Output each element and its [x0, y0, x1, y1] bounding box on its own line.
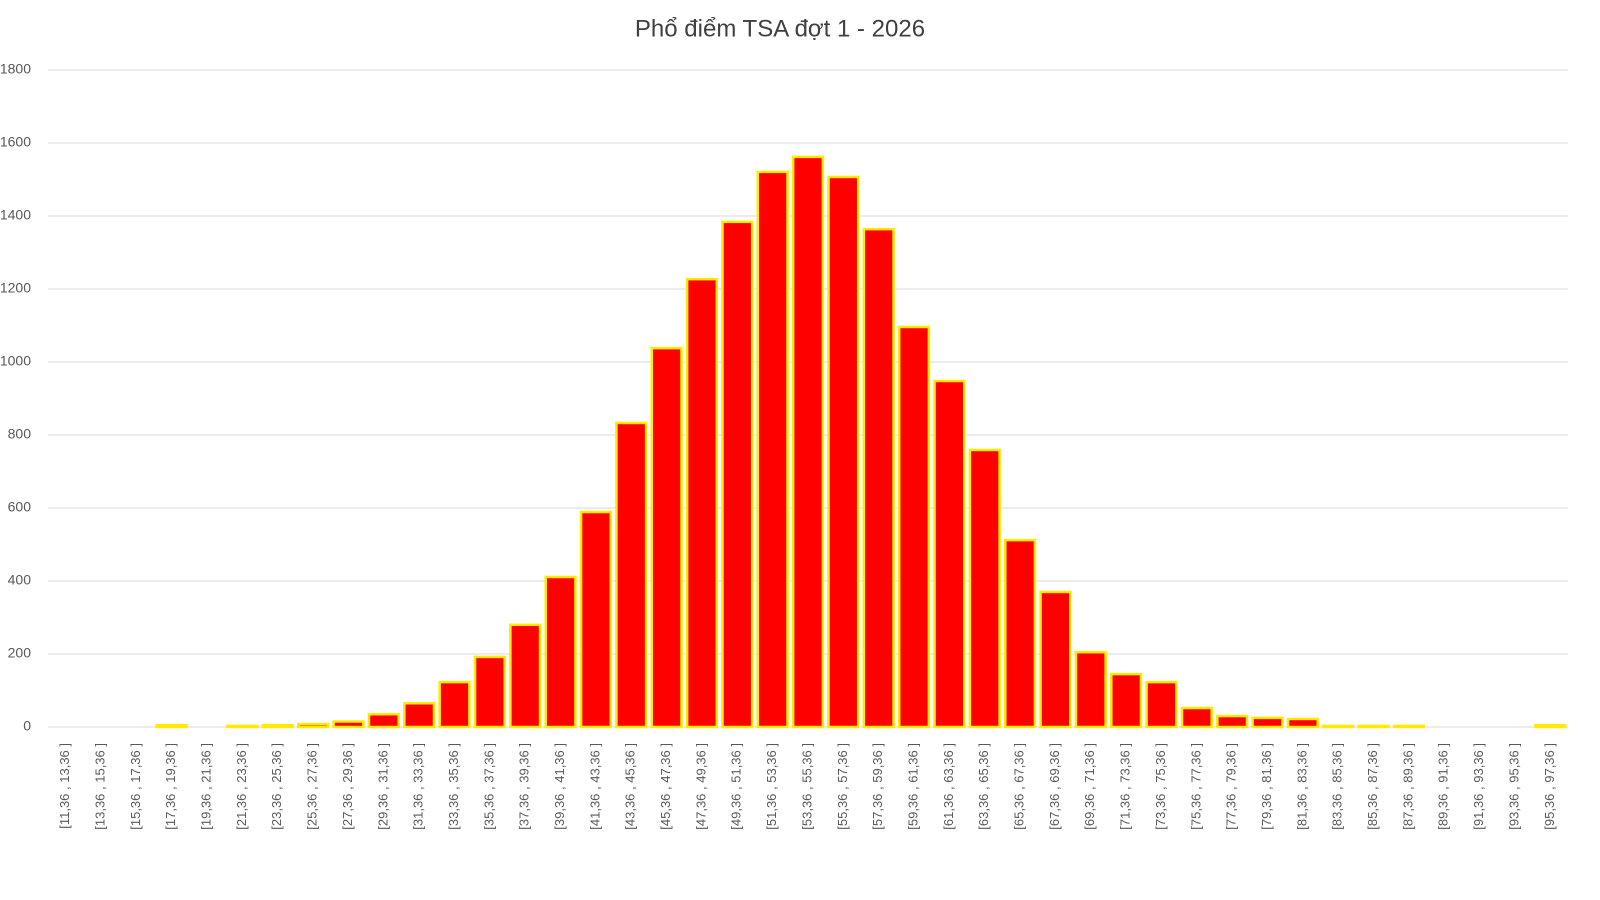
bar [862, 227, 895, 729]
x-tick-label: [33,36 , 35,36 ] [446, 743, 461, 830]
x-tick-label: [37,36 , 39,36 ] [517, 743, 532, 830]
x-tick-label: [35,36 , 37,36 ] [481, 743, 496, 830]
y-tick-label: 0 [23, 718, 31, 734]
x-tick-label: [83,36 , 85,36 ] [1330, 743, 1345, 830]
x-tick-label: [45,36 , 47,36 ] [658, 743, 673, 830]
bar [933, 379, 966, 729]
y-tick-label: 400 [8, 572, 32, 588]
x-tick-label: [73,36 , 75,36 ] [1153, 743, 1168, 830]
x-tick-label: [61,36 , 63,36 ] [941, 743, 956, 830]
x-tick-label: [55,36 , 57,36 ] [835, 743, 850, 830]
x-tick-label: [19,36 , 21,36 ] [199, 743, 214, 830]
bar [827, 175, 860, 729]
bar [1180, 706, 1213, 729]
x-tick-label: [13,36 , 15,36 ] [92, 743, 107, 830]
bar [1110, 672, 1143, 729]
bar [1322, 724, 1355, 729]
bar [438, 680, 471, 729]
x-tick-label: [87,36 , 89,36 ] [1400, 743, 1415, 830]
x-tick-label: [21,36 , 23,36 ] [234, 743, 249, 830]
bar [155, 723, 188, 729]
x-tick-label: [43,36 , 45,36 ] [623, 743, 638, 830]
y-tick-label: 200 [8, 645, 32, 661]
x-tick-label: [95,36 , 97,36 ] [1542, 743, 1557, 830]
x-tick-label: [11,36 , 13,36 ] [57, 743, 72, 829]
x-tick-label: [63,36 , 65,36 ] [976, 743, 991, 830]
y-tick-label: 1000 [0, 353, 31, 369]
x-tick-label: [57,36 , 59,36 ] [870, 743, 885, 830]
x-tick-label: [51,36 , 53,36 ] [764, 743, 779, 830]
x-tick-label: [77,36 , 79,36 ] [1224, 743, 1239, 830]
bar [367, 712, 400, 729]
bar [261, 723, 294, 729]
x-tick-label: [59,36 , 61,36 ] [905, 743, 920, 830]
x-tick-label: [69,36 , 71,36 ] [1082, 743, 1097, 830]
y-tick-label: 1200 [0, 280, 31, 296]
bar [297, 722, 330, 729]
x-tick-label: [31,36 , 33,36 ] [411, 743, 426, 830]
x-tick-label: [15,36 , 17,36 ] [128, 743, 143, 830]
x-tick-label: [81,36 , 83,36 ] [1294, 743, 1309, 830]
bar [1039, 590, 1072, 729]
x-tick-label: [93,36 , 95,36 ] [1506, 743, 1521, 830]
x-tick-label: [65,36 , 67,36 ] [1012, 743, 1027, 830]
bar [1286, 717, 1319, 729]
x-tick-label: [53,36 , 55,36 ] [799, 743, 814, 830]
bar [579, 510, 613, 729]
x-tick-label: [27,36 , 29,36 ] [340, 743, 355, 830]
bar [473, 655, 506, 729]
bar [544, 575, 577, 729]
x-tick-label: [39,36 , 41,36 ] [552, 743, 567, 830]
bar [1357, 724, 1390, 729]
bar [226, 724, 259, 729]
x-tick-label: [25,36 , 27,36 ] [305, 743, 320, 830]
x-tick-label: [41,36 , 43,36 ] [587, 743, 602, 830]
bar [791, 155, 825, 729]
chart-title: Phổ điểm TSA đợt 1 - 2026 [635, 15, 925, 42]
x-tick-label: [29,36 , 31,36 ] [375, 743, 390, 830]
bar [1003, 538, 1037, 729]
y-tick-label: 1800 [0, 61, 31, 77]
x-tick-label: [75,36 , 77,36 ] [1188, 743, 1203, 830]
y-tick-label: 1400 [0, 207, 31, 223]
bar [1145, 680, 1178, 729]
y-tick-label: 600 [8, 499, 32, 515]
x-tick-label: [47,36 , 49,36 ] [693, 743, 708, 830]
x-tick-label: [23,36 , 25,36 ] [269, 743, 284, 830]
bar [897, 325, 931, 729]
bar [1251, 716, 1284, 729]
x-tick-label: [89,36 , 91,36 ] [1436, 743, 1451, 830]
bar [615, 421, 648, 729]
bar [1074, 650, 1107, 729]
bar [685, 277, 719, 729]
x-tick-label: [49,36 , 51,36 ] [729, 743, 744, 830]
bar [332, 720, 365, 729]
bar [509, 623, 542, 729]
bar [1216, 714, 1249, 729]
x-tick-label: [91,36 , 93,36 ] [1471, 743, 1486, 830]
bar [1392, 724, 1426, 729]
bar [721, 220, 754, 729]
bar [756, 170, 789, 729]
bar [1534, 723, 1567, 729]
bar [650, 346, 683, 729]
bar [403, 702, 436, 729]
y-tick-label: 1600 [0, 134, 31, 150]
x-tick-label: [71,36 , 73,36 ] [1118, 743, 1133, 830]
y-tick-label: 800 [8, 426, 32, 442]
x-tick-label: [79,36 , 81,36 ] [1259, 743, 1274, 830]
x-tick-label: [85,36 , 87,36 ] [1365, 743, 1380, 830]
x-tick-label: [17,36 , 19,36 ] [163, 743, 178, 830]
x-tick-label: [67,36 , 69,36 ] [1047, 743, 1062, 830]
bar [968, 448, 1001, 729]
